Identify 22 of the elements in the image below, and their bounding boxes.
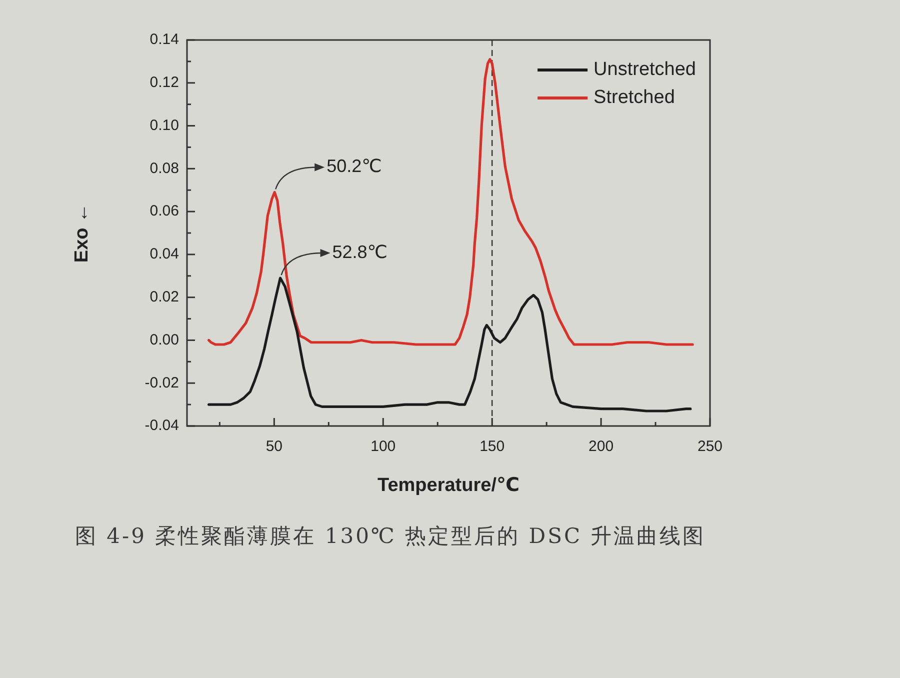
x-tick-label: 100	[370, 438, 396, 456]
x-tick-label: 200	[588, 438, 614, 456]
y-axis-title: Exo ←	[72, 203, 93, 263]
y-tick-label: 0.10	[150, 116, 179, 134]
annotation: 50.2℃	[326, 156, 382, 176]
y-tick-label: -0.04	[144, 417, 179, 434]
y-tick-label: -0.02	[144, 374, 179, 392]
y-tick-label: 0.14	[150, 31, 179, 48]
x-tick-label: 250	[697, 438, 723, 456]
y-tick-label: 0.08	[150, 160, 179, 177]
caption: 图 4-9 柔性聚酯薄膜在 130℃ 热定型后的 DSC 升温曲线图	[75, 523, 706, 550]
x-tick-label: 50	[266, 438, 283, 456]
y-tick-label: 0.06	[150, 202, 179, 220]
legend-label: Stretched	[594, 87, 675, 108]
x-tick-label: 150	[480, 438, 505, 456]
y-tick-label: 0.04	[150, 246, 179, 263]
x-axis-title: Temperature/℃	[378, 474, 520, 496]
y-tick-label: 0.12	[150, 74, 179, 92]
annotation: 52.8℃	[332, 242, 388, 262]
y-tick-label: 0.02	[150, 288, 179, 306]
y-tick-label: 0.00	[150, 331, 179, 348]
legend-label: Unstretched	[594, 59, 696, 80]
